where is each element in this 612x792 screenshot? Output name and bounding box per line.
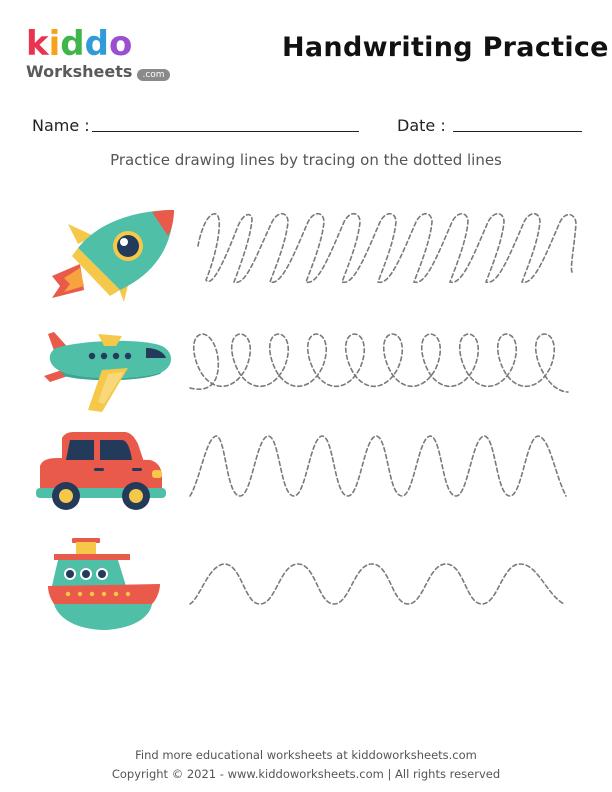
- trace-row-slanted-loops[interactable]: [190, 206, 590, 290]
- ship-icon: [48, 538, 160, 630]
- logo-letter: d: [60, 24, 85, 64]
- logo-wordmark: kiddo: [26, 26, 176, 62]
- logo-subtitle: Worksheets: [26, 62, 133, 81]
- airplane-icon: [44, 332, 171, 412]
- name-label: Name :: [32, 116, 90, 135]
- kiddo-logo: kiddo Worksheets .com: [26, 26, 176, 86]
- trace-row-zigzag-waves[interactable]: [186, 430, 586, 504]
- instructions-text: Practice drawing lines by tracing on the…: [110, 151, 502, 169]
- car-icon: [36, 432, 166, 510]
- logo-letter: k: [26, 24, 49, 64]
- name-line[interactable]: [92, 131, 359, 132]
- page-title: Handwriting Practice: [282, 32, 609, 63]
- logo-letter: o: [108, 24, 133, 64]
- logo-letter: i: [48, 24, 61, 64]
- logo-com-badge: .com: [137, 69, 170, 81]
- rocket-icon: [52, 210, 174, 302]
- footer-copyright: Copyright © 2021 - www.kiddoworksheets.c…: [111, 767, 501, 781]
- logo-letter: d: [84, 24, 109, 64]
- date-line[interactable]: [453, 131, 582, 132]
- trace-row-cursive-loops[interactable]: [186, 326, 586, 400]
- date-label: Date :: [397, 116, 446, 135]
- trace-row-gentle-waves[interactable]: [186, 558, 586, 610]
- footer-promo: Find more educational worksheets at kidd…: [135, 748, 477, 762]
